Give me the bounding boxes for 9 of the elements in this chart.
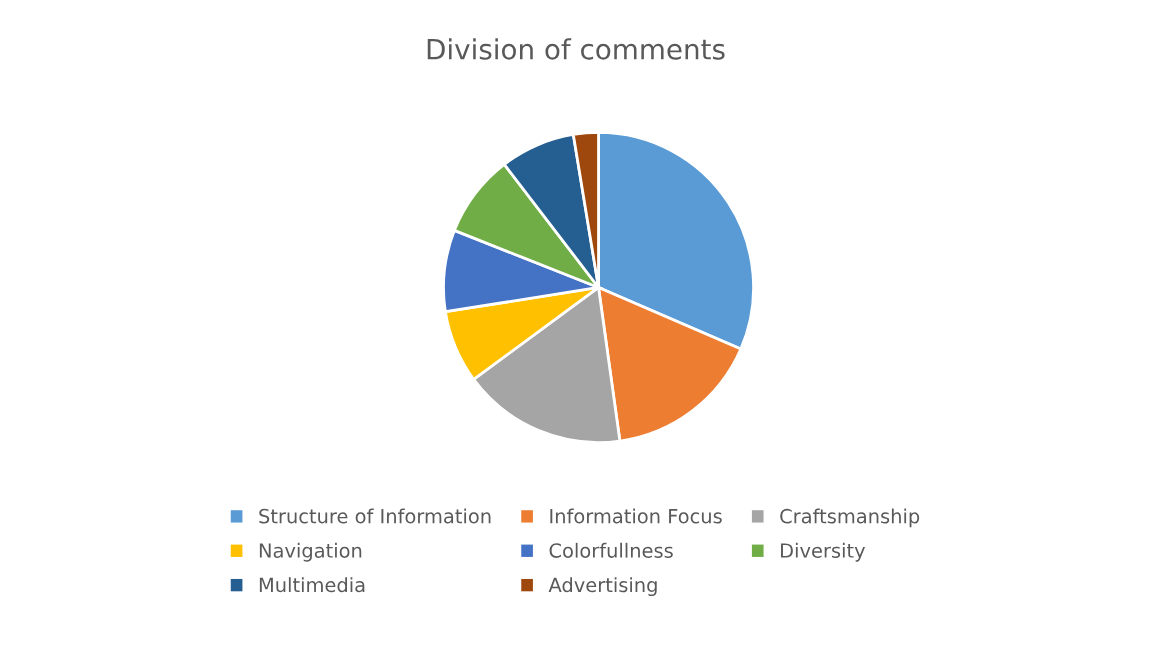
- legend-label: Advertising: [548, 577, 657, 597]
- legend-label: Colorfullness: [549, 542, 673, 558]
- legend-label: Navigation: [259, 542, 362, 562]
- legend-label: Information Focus: [550, 508, 722, 524]
- legend-label: Multimedia: [259, 577, 365, 593]
- chart-title: Division of comments: [427, 38, 725, 60]
- legend-label: Structure of Information: [259, 508, 491, 524]
- legend-label: Craftsmanship: [780, 508, 920, 528]
- legend-label: Diversity: [781, 542, 866, 562]
